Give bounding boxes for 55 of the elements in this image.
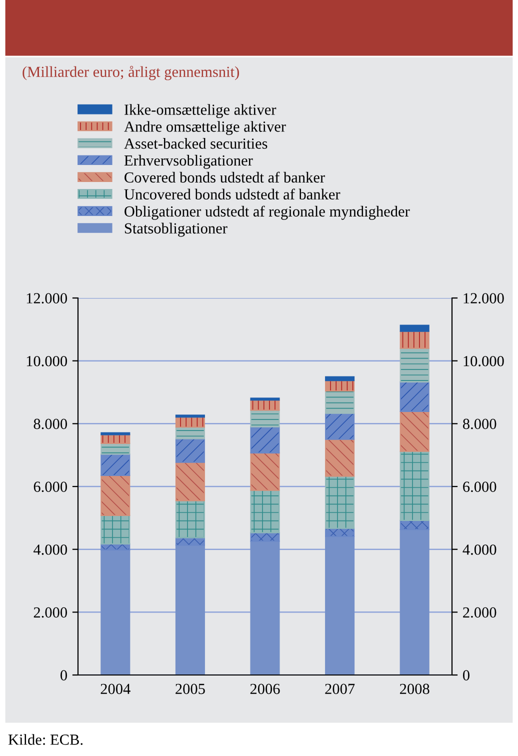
bar [325,390,355,414]
y-tick-label: 10.000 [26,356,67,366]
y2-tick-label: 10.000 [464,356,504,366]
legend-label: Andre omsættelige aktiver [124,121,286,135]
bar [250,452,280,491]
bar [325,438,355,477]
bar [400,324,430,332]
text: Kilde: ECB. [8,734,83,745]
chart-subtitle: (Milliarder euro; årligt gennemsnit) [22,66,239,80]
y2-tick-label: 4.000 [462,544,496,555]
bar [400,330,430,349]
bar [175,438,205,463]
y2-tick-label: 6.000 [463,482,496,492]
y-tick-label: 4.000 [34,544,67,555]
bar [175,416,205,428]
y-tick-label: 2.000 [34,607,67,618]
bar [175,426,205,440]
bar [400,348,430,382]
bar [325,376,355,382]
legend-label: Obligationer udstedt af regionale myndigheder [124,206,410,220]
y2-tick-label: 12.000 [464,293,504,304]
bar [400,410,430,452]
x-tick-label: 2007 [325,684,355,694]
legend-label: Asset-backed securities [124,138,268,149]
y2-tick-label: 8.000 [463,418,496,430]
bar [325,380,355,392]
bar [175,500,205,538]
legend-label: Ikke-omsættelige aktiver [124,104,276,118]
bar [325,412,355,440]
legend-label: Statsobligationer [124,222,228,237]
bar [250,490,280,534]
y2-tick-label: 2.000 [463,607,496,618]
bar [175,462,205,502]
x-tick-label: 2006 [250,684,280,694]
bar [100,514,130,545]
bar [400,381,430,412]
x-tick-label: 2008 [400,684,430,694]
bar [400,450,430,521]
bar [250,426,280,454]
y-tick-label: 0 [60,670,67,680]
bar [325,476,355,529]
x-tick-label: 2004 [100,684,130,694]
bar [250,400,280,411]
y-tick-label: 6.000 [34,482,67,492]
bar [250,410,280,428]
y-tick-label: 8.000 [34,418,67,430]
bar [100,454,130,476]
y2-tick-label: 0 [463,670,470,680]
legend-label: Erhvervsobligationer [124,154,253,169]
x-tick-label: 2005 [176,684,205,694]
legend-label: Uncovered bonds udstedt af banker [124,188,340,200]
bar [100,474,130,516]
legend-label: Covered bonds udstedt af banker [124,172,325,183]
y-tick-label: 12.000 [26,293,67,304]
bar [100,434,130,444]
